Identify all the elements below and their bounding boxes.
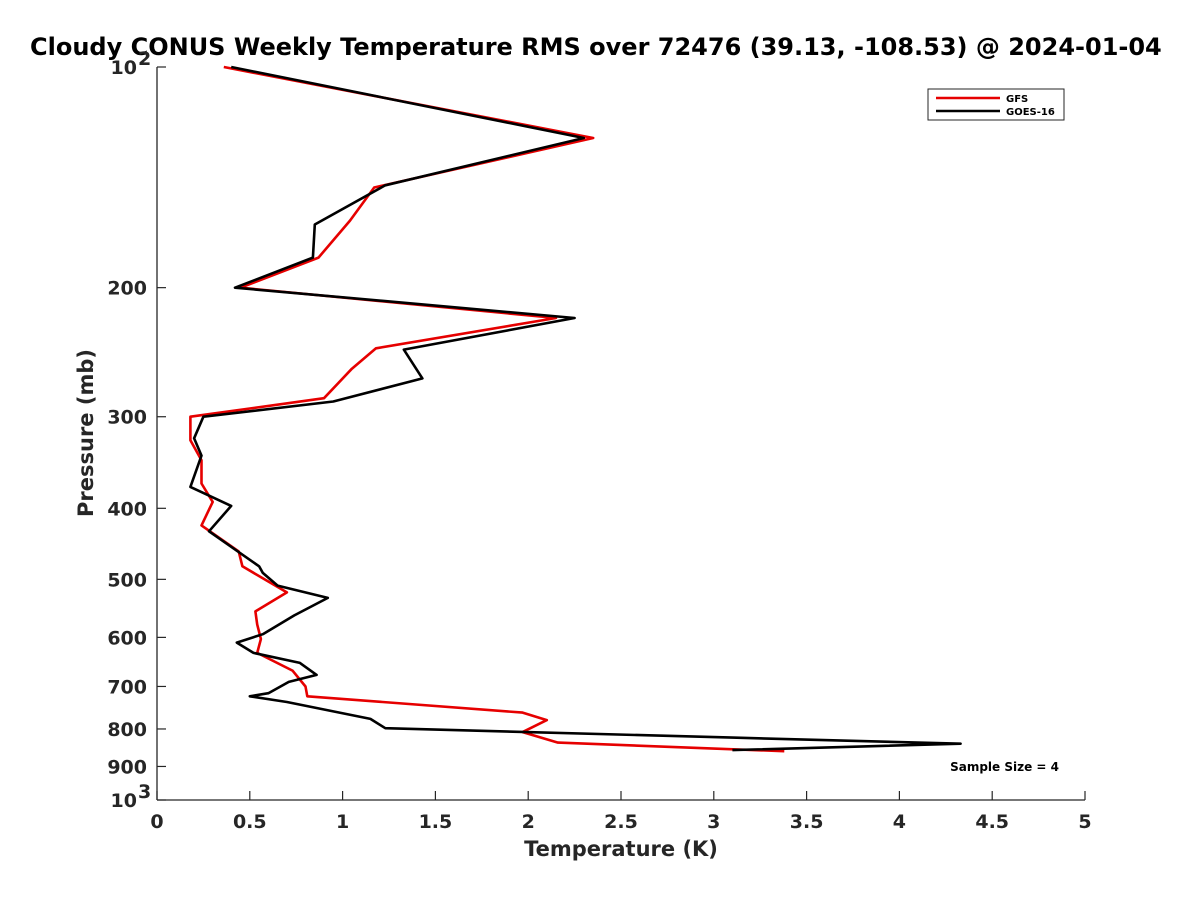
y-tick-label: 600: [107, 627, 147, 649]
sample-size-annotation: Sample Size = 4: [950, 760, 1059, 774]
y-axis-label: Pressure (mb): [74, 349, 98, 517]
x-tick-label: 4: [893, 811, 906, 833]
x-axis-label: Temperature (K): [524, 837, 718, 861]
y-tick-label: 900: [107, 756, 147, 778]
x-ticks: 0 0.5 1 1.5 2 2.5 3 3.5 4 4.5 5: [150, 791, 1092, 833]
y-tick-label: 400: [107, 498, 147, 520]
x-tick-label: 5: [1078, 811, 1091, 833]
series-line-goes-16: [189, 65, 962, 752]
y-tick-label: 10: [111, 57, 137, 79]
y-tick-label: 200: [107, 278, 147, 300]
plot-area: [157, 67, 1085, 800]
y-tick-label: 300: [107, 407, 147, 429]
x-tick-label: 3.5: [790, 811, 824, 833]
x-tick-label: 4.5: [975, 811, 1009, 833]
legend-entry: GOES-16: [1006, 107, 1055, 118]
y-tick-label: 10: [111, 790, 137, 812]
x-tick-label: 3: [707, 811, 720, 833]
x-tick-label: 2.5: [604, 811, 638, 833]
x-tick-label: 2: [522, 811, 535, 833]
plot-background: [157, 67, 1085, 800]
y-tick-label-exponent: 2: [138, 48, 151, 70]
legend: GFS GOES-16: [927, 88, 1065, 121]
y-tick-label-exponent: 3: [138, 781, 151, 803]
legend-entry: GFS: [1006, 94, 1028, 105]
y-tick-label: 500: [107, 569, 147, 591]
series-layer: [189, 65, 962, 753]
legend-box: [927, 88, 1065, 121]
x-tick-label: 1: [336, 811, 349, 833]
y-tick-label: 800: [107, 719, 147, 741]
x-tick-label: 0: [150, 811, 163, 833]
chart-title: Cloudy CONUS Weekly Temperature RMS over…: [30, 33, 1162, 61]
y-tick-label: 700: [107, 676, 147, 698]
x-tick-label: 0.5: [233, 811, 267, 833]
x-tick-label: 1.5: [419, 811, 453, 833]
